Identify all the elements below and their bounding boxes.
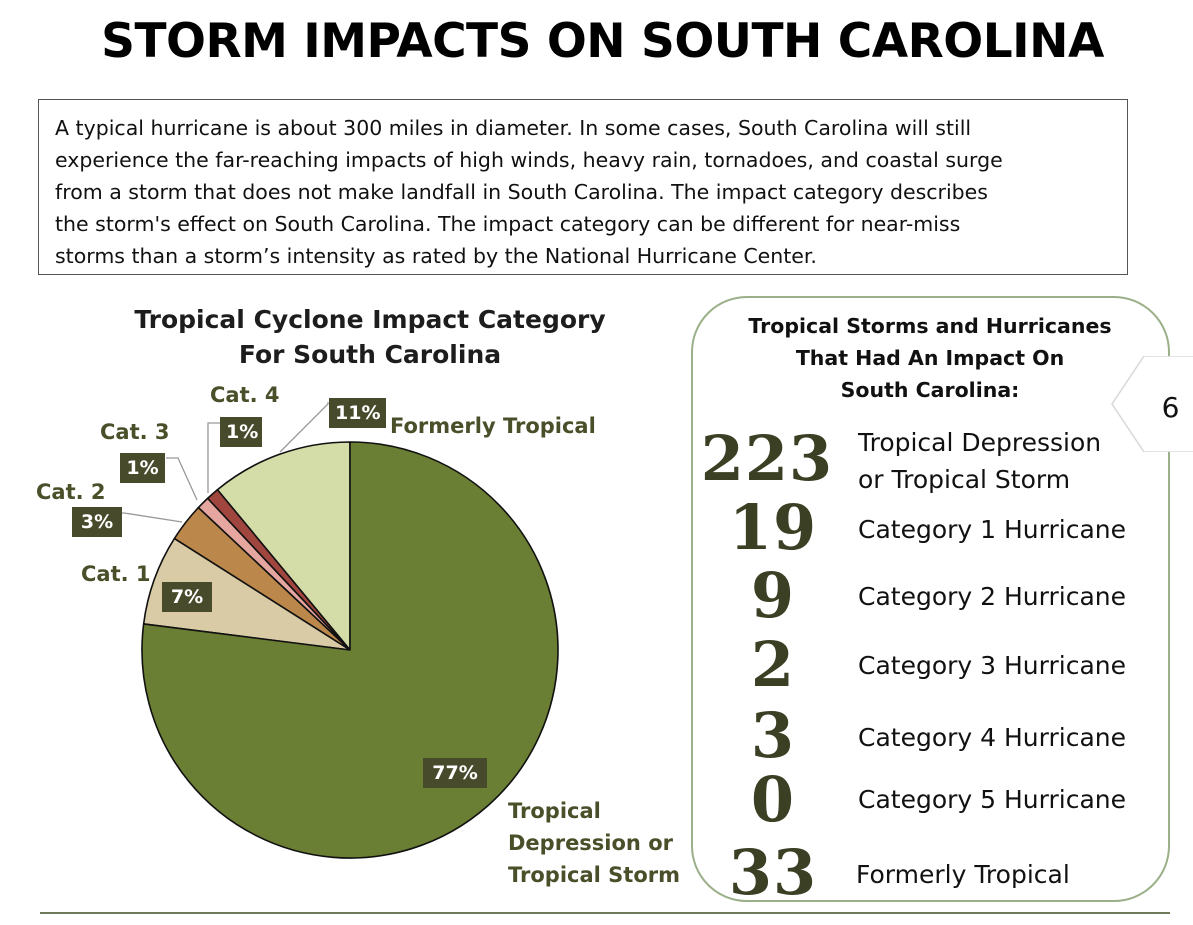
count-category-5: 0	[750, 763, 796, 836]
intro-line: from a storm that does not make landfall…	[55, 180, 988, 204]
storm-count-panel	[691, 296, 1170, 902]
count-category-4: 3	[750, 699, 796, 772]
pie-chart	[120, 402, 559, 859]
panel-title: Tropical Storms and Hurricanes That Had …	[700, 310, 1160, 406]
category-line: or Tropical Storm	[858, 465, 1071, 494]
intro-line: A typical hurricane is about 300 miles i…	[55, 116, 972, 140]
slice-label-cat-3: Cat. 3	[100, 420, 170, 444]
category-5-hurricane: Category 5 Hurricane	[858, 785, 1126, 814]
chart-title: Tropical Cyclone Impact Category For Sou…	[60, 302, 680, 372]
footer-divider	[40, 912, 1170, 914]
page-title: STORM IMPACTS ON SOUTH CAROLINA	[101, 14, 1104, 69]
slice-label-line: Tropical	[508, 799, 601, 823]
count-category-2: 9	[750, 559, 796, 632]
count-formerly-tropical: 33	[728, 836, 818, 909]
slice-label-cat-4: Cat. 4	[210, 383, 280, 407]
panel-title-line: Tropical Storms and Hurricanes	[748, 314, 1112, 338]
slice-label-tropical-depression: Tropical Depression or Tropical Storm	[508, 795, 680, 891]
leader-line-cat-2	[120, 512, 183, 523]
intro-line: experience the far-reaching impacts of h…	[55, 148, 1003, 172]
leader-line-formerly-tropical	[279, 402, 329, 453]
pie-slice-5	[141, 441, 559, 859]
slice-label-line: Depression or	[508, 831, 673, 855]
category-4-hurricane: Category 4 Hurricane	[858, 723, 1126, 752]
pct-label-cat-3: 1%	[120, 453, 165, 483]
panel-title-line: South Carolina:	[840, 378, 1020, 402]
pct-label-cat-1: 7%	[162, 582, 212, 612]
leader-line-cat-3	[166, 457, 198, 501]
count-tropical-depression: 223	[700, 422, 834, 495]
slice-label-cat-2: Cat. 2	[36, 480, 106, 504]
slice-label-formerly-tropical: Formerly Tropical	[390, 414, 596, 438]
count-category-1: 19	[728, 491, 818, 564]
count-category-3: 2	[750, 628, 796, 701]
pct-label-cat-2: 3%	[72, 507, 122, 537]
intro-text-box: A typical hurricane is about 300 miles i…	[38, 99, 1128, 275]
pct-label-cat-4: 1%	[220, 417, 262, 447]
pie-slice-0	[216, 441, 351, 651]
leader-line-cat-4	[207, 422, 220, 493]
category-3-hurricane: Category 3 Hurricane	[858, 651, 1126, 680]
category-formerly-tropical: Formerly Tropical	[856, 860, 1070, 889]
pct-label-formerly-tropical: 11%	[329, 398, 387, 428]
category-1-hurricane: Category 1 Hurricane	[858, 515, 1126, 544]
pct-label-tropical-depression: 77%	[423, 758, 487, 788]
panel-title-line: That Had An Impact On	[795, 346, 1065, 370]
category-2-hurricane: Category 2 Hurricane	[858, 582, 1126, 611]
chart-title-line: Tropical Cyclone Impact Category	[134, 305, 606, 334]
category-line: Tropical Depression	[858, 428, 1102, 457]
chart-title-line: For South Carolina	[238, 340, 502, 369]
slice-label-line: Tropical Storm	[508, 863, 680, 887]
category-tropical-depression: Tropical Depression or Tropical Storm	[858, 424, 1101, 498]
page-tab	[1111, 356, 1193, 452]
slice-label-cat-1: Cat. 1	[81, 562, 151, 586]
page-number: 6	[1161, 391, 1180, 424]
intro-line: the storm's effect on South Carolina. Th…	[55, 212, 961, 236]
intro-line: storms than a storm’s intensity as rated…	[55, 244, 817, 268]
